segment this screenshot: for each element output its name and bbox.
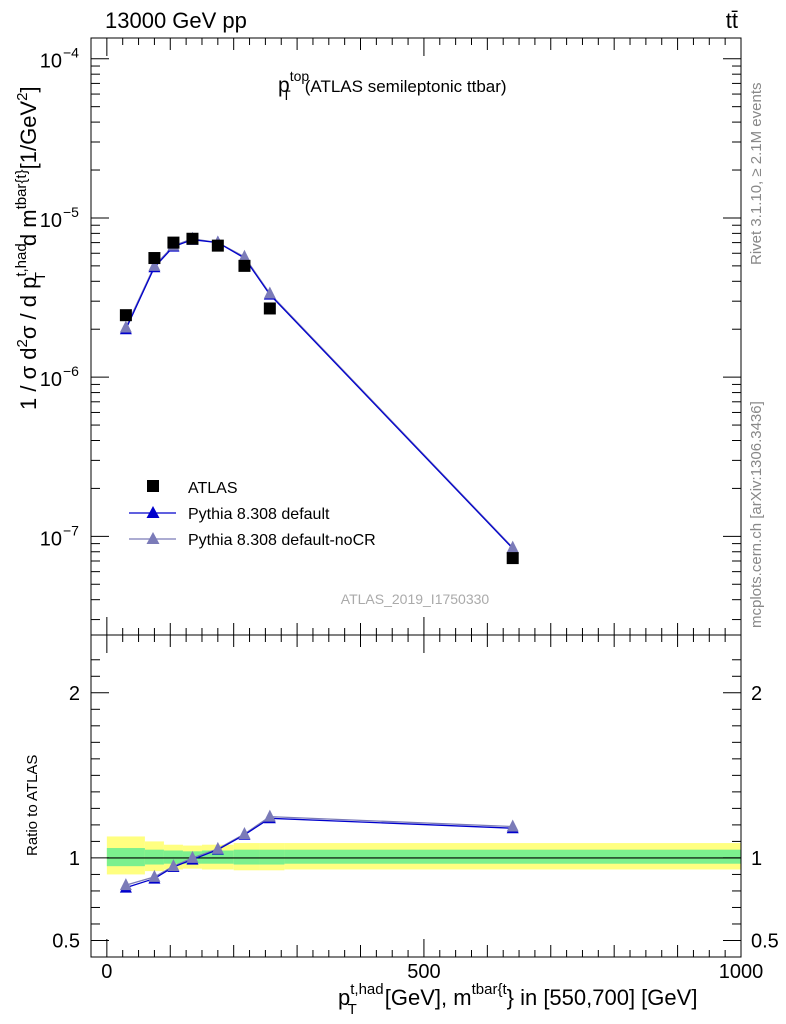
ratio-series-point [506,819,519,832]
ratio-y-tick-label: 0.5 [52,930,80,952]
ratio-frame [90,634,742,958]
atlas-data-point [211,239,224,252]
main-series-point [238,249,251,262]
legend-marker-nocr [146,532,160,544]
x-tick-label: 500 [407,961,440,983]
ratio-band-inner [201,850,234,864]
ratio-y-tick-label: 1 [69,848,80,870]
main-series-line [125,238,514,549]
main-ticks [90,38,742,635]
ratio-y-tick-label-right: 1 [751,848,762,870]
legend-label-nocr: Pythia 8.308 default-noCR [188,532,376,549]
ratio-series-layer [119,809,519,893]
mcplots-label: mcplots.cern.ch [arXiv:1306.3436] [748,401,765,628]
main-series-line [125,239,514,549]
main-y-axis-label: 1 / σ d2σ / d pt,hadTd mtbar{t}[1/GeV2] [13,86,49,410]
main-y-tick-label: 10 [40,528,62,550]
ratio-series-point [263,809,276,822]
ratio-series-point [238,826,251,839]
ratio-band-inner [163,850,183,864]
atlas-data-point [119,309,132,322]
main-y-tick-label-exp: −4 [63,45,79,61]
main-series-point [506,540,519,553]
legend-label-default: Pythia 8.308 default [188,506,330,523]
ratio-series-point [186,850,199,863]
main-y-tick-label: 10 [40,369,62,391]
plot-title: ptop T (ATLAS semileptonic ttbar) [278,68,507,103]
main-y-tick-label-exp: −6 [63,363,79,379]
main-y-tick-label: 10 [40,210,62,232]
legend: ATLAS Pythia 8.308 default Pythia 8.308 … [129,480,376,549]
atlas-data-point [238,259,251,272]
process-label: tt̄ [726,8,738,33]
ratio-band-inner [233,849,260,865]
atlas-data-point [148,252,161,265]
atlas-data-point [186,232,199,245]
atlas-data-point [263,302,276,315]
ratio-series-point [167,859,180,872]
ratio-series-point [211,841,224,854]
legend-marker-default [146,506,160,518]
ratio-tick-labels: 0.5 0.5 1 1 2 2 0 500 1000 [52,683,779,983]
legend-marker-atlas [147,480,159,492]
energy-label: 13000 GeV pp [105,8,247,33]
x-axis-label: pt,had T [GeV], mtbar{t} in [550,700] [GeV… [338,981,697,1018]
x-tick-label: 1000 [719,961,764,983]
ratio-band-inner [106,848,145,867]
legend-label-atlas: ATLAS [188,480,238,497]
analysis-watermark: ATLAS_2019_I1750330 [341,591,490,607]
ratio-y-tick-label: 2 [69,683,80,705]
ratio-y-tick-label-right: 0.5 [751,930,779,952]
atlas-data-point [506,552,519,565]
ratio-y-axis-label: Ratio to ATLAS [24,755,41,856]
x-tick-label: 0 [101,961,112,983]
main-y-tick-label-exp: −5 [63,204,79,220]
ratio-y-tick-label-right: 2 [751,683,762,705]
main-panel: 10−710−610−510−4 ptop T (ATLAS semileptoni… [13,37,742,636]
ratio-band-inner [144,849,164,865]
main-y-tick-label: 10 [40,51,62,73]
main-series-layer [119,231,519,565]
main-series-point [148,258,161,271]
ratio-series-point [148,869,161,882]
ratio-ticks [90,635,742,957]
ratio-series-point [119,878,132,891]
main-series-point [263,286,276,299]
main-tick-labels: 10−710−610−510−4 [40,45,79,551]
main-series-point [119,320,132,333]
main-y-tick-label-exp: −7 [63,522,79,538]
ratio-band-inner [284,849,741,864]
ratio-band-inner [259,849,285,865]
ratio-panel: 0.5 0.5 1 1 2 2 0 500 1000 Ratio to ATLAS pt,had… [24,634,779,1018]
rivet-label: Rivet 3.1.10, ≥ 2.1M events [748,83,765,266]
ratio-bands [106,836,741,875]
atlas-data-point [167,236,180,249]
